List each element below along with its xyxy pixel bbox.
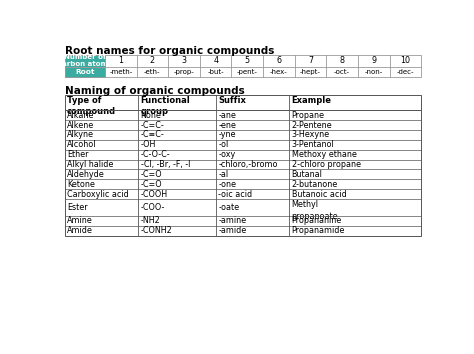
Text: Alcohol: Alcohol — [67, 140, 97, 149]
Text: Amine: Amine — [67, 216, 93, 225]
Bar — [64, 55, 421, 77]
Bar — [64, 67, 105, 77]
Text: 9: 9 — [371, 56, 376, 65]
Text: -non-: -non- — [365, 69, 383, 75]
Text: -ane: -ane — [218, 111, 236, 120]
Text: Methyl
propanoate: Methyl propanoate — [292, 200, 338, 221]
Text: Carboxylic acid: Carboxylic acid — [67, 189, 129, 199]
Text: Number of
carbon atoms: Number of carbon atoms — [58, 55, 112, 68]
Text: Ketone: Ketone — [67, 180, 95, 189]
Text: 7: 7 — [308, 56, 313, 65]
Text: -C=O: -C=O — [141, 170, 162, 179]
Text: Root names for organic compounds: Root names for organic compounds — [64, 46, 274, 56]
Text: 3-Hexyne: 3-Hexyne — [292, 130, 330, 139]
Text: -oct-: -oct- — [334, 69, 350, 75]
Text: Ester: Ester — [67, 203, 88, 212]
Text: -yne: -yne — [218, 130, 236, 139]
Text: -chloro,-bromo: -chloro,-bromo — [218, 160, 278, 169]
Text: Butanoic acid: Butanoic acid — [292, 189, 346, 199]
Text: -dec-: -dec- — [397, 69, 414, 75]
Text: Propananine: Propananine — [292, 216, 342, 225]
Text: -eth-: -eth- — [144, 69, 161, 75]
Text: -COOH: -COOH — [141, 189, 168, 199]
Text: 4: 4 — [213, 56, 218, 65]
Text: -meth-: -meth- — [109, 69, 132, 75]
Text: 1: 1 — [118, 56, 123, 65]
Text: 10: 10 — [401, 56, 410, 65]
Text: Alkene: Alkene — [67, 120, 94, 130]
Text: 2-butanone: 2-butanone — [292, 180, 338, 189]
Text: Alkyne: Alkyne — [67, 130, 94, 139]
Text: Alkane: Alkane — [67, 111, 94, 120]
Text: -CONH2: -CONH2 — [141, 226, 173, 235]
Text: 2-Pentene: 2-Pentene — [292, 120, 332, 130]
Text: Ether: Ether — [67, 150, 89, 159]
Text: -oxy: -oxy — [218, 150, 236, 159]
Text: Alkyl halide: Alkyl halide — [67, 160, 113, 169]
Text: -amine: -amine — [218, 216, 246, 225]
Text: Naming of organic compounds: Naming of organic compounds — [64, 86, 245, 96]
Text: Butanal: Butanal — [292, 170, 323, 179]
Text: 3-Pentanol: 3-Pentanol — [292, 140, 335, 149]
Text: Methoxy ethane: Methoxy ethane — [292, 150, 356, 159]
Bar — [64, 95, 421, 236]
Text: -C=C-: -C=C- — [141, 120, 164, 130]
Text: -COO-: -COO- — [141, 203, 165, 212]
Text: -NH2: -NH2 — [141, 216, 160, 225]
Text: -ol: -ol — [218, 140, 228, 149]
Text: -oate: -oate — [218, 203, 239, 212]
Text: 6: 6 — [276, 56, 282, 65]
Text: -hept-: -hept- — [300, 69, 321, 75]
Text: -ene: -ene — [218, 120, 236, 130]
Text: 2: 2 — [150, 56, 155, 65]
Text: -one: -one — [218, 180, 236, 189]
Text: -hex-: -hex- — [270, 69, 288, 75]
Text: Suffix: Suffix — [218, 96, 246, 105]
Text: Root: Root — [75, 69, 95, 75]
Text: -C=O: -C=O — [141, 180, 162, 189]
Bar — [64, 55, 105, 67]
Text: Propanamide: Propanamide — [292, 226, 345, 235]
Text: 2-chloro propane: 2-chloro propane — [292, 160, 361, 169]
Text: Aldehyde: Aldehyde — [67, 170, 105, 179]
Text: -prop-: -prop- — [173, 69, 194, 75]
Text: -C≡C-: -C≡C- — [141, 130, 164, 139]
Text: None: None — [141, 111, 162, 120]
Text: Amide: Amide — [67, 226, 93, 235]
Text: -pent-: -pent- — [237, 69, 258, 75]
Text: -amide: -amide — [218, 226, 246, 235]
Text: Functional
group: Functional group — [141, 96, 191, 116]
Text: -al: -al — [218, 170, 228, 179]
Text: Type of
compound: Type of compound — [67, 96, 116, 116]
Text: -C-O-C-: -C-O-C- — [141, 150, 170, 159]
Text: Example: Example — [292, 96, 332, 105]
Text: 5: 5 — [245, 56, 250, 65]
Text: 8: 8 — [340, 56, 345, 65]
Text: -OH: -OH — [141, 140, 156, 149]
Text: Propane: Propane — [292, 111, 325, 120]
Text: -oic acid: -oic acid — [218, 189, 252, 199]
Text: -but-: -but- — [207, 69, 224, 75]
Text: -Cl, -Br, -F, -I: -Cl, -Br, -F, -I — [141, 160, 190, 169]
Text: 3: 3 — [182, 56, 187, 65]
